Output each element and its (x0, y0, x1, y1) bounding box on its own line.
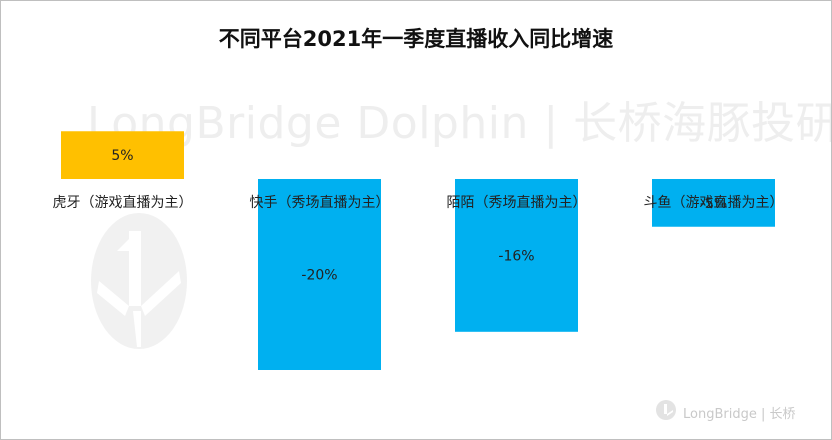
watermark-text: LongBridge Dolphin | 长桥海豚投研 (87, 98, 832, 149)
value-label-1: 5% (111, 148, 133, 164)
category-label-3: 陌陌（秀场直播为主） (447, 194, 587, 211)
category-label-2: 快手（秀场直播为主） (250, 194, 390, 211)
bar-3 (455, 179, 578, 332)
category-label-1: 虎牙（游戏直播为主） (53, 194, 193, 211)
footer-watermark-text: LongBridge | 长桥 (683, 407, 796, 422)
category-label-4: 斗鱼（游戏直播为主） (644, 194, 784, 211)
chart-title: 不同平台2021年一季度直播收入同比增速 (218, 27, 614, 51)
footer-logo-icon (656, 400, 676, 420)
bar-4 (652, 179, 775, 227)
bar-2 (258, 179, 381, 370)
bar-1 (61, 131, 184, 179)
value-label-2: -20% (301, 268, 337, 284)
value-label-4: -5% (700, 196, 727, 212)
watermark-logo-icon (91, 213, 187, 349)
value-label-3: -16% (498, 248, 534, 264)
